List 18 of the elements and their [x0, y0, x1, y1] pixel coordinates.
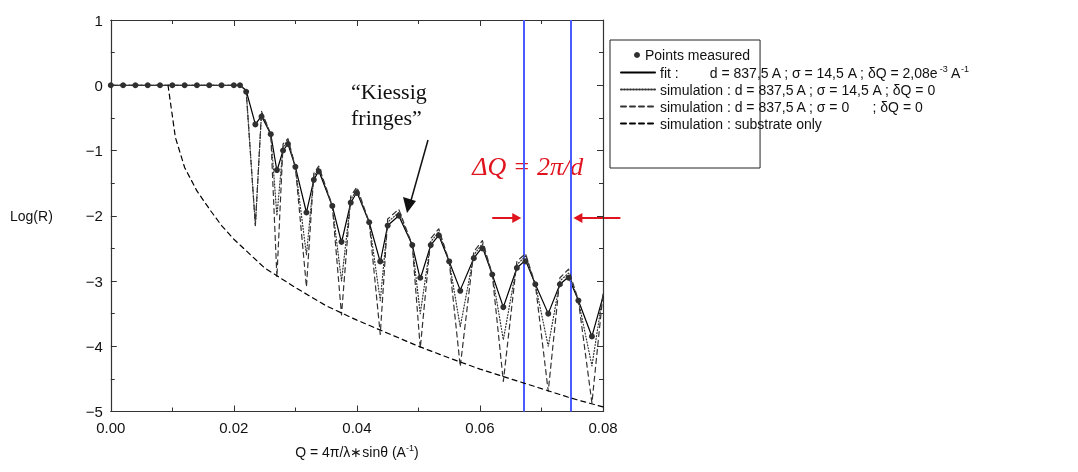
y-tick-label: 1 [94, 11, 103, 29]
y-tick-label: −3 [85, 272, 103, 290]
legend-label: simulation : d = 837,5 A ; σ = 0 ; δQ = 0 [660, 98, 923, 115]
x-tick-label: 0.08 [588, 418, 618, 436]
x-tick-label: 0.02 [219, 418, 249, 436]
x-tick-label: 0.06 [465, 418, 495, 436]
annotation: “Kiessig fringes” [351, 78, 433, 130]
y-tick-label: −5 [85, 403, 103, 420]
x-tick-label: 0.04 [342, 418, 372, 436]
legend-label: simulation : substrate only [660, 115, 822, 132]
y-tick-label: 0 [94, 76, 103, 94]
x-tick-label: 0.00 [96, 418, 126, 436]
legend-label: simulation : d = 837,5 A ; σ = 14,5 A ; δQ = 0 [660, 81, 936, 98]
y-tick-label: −4 [85, 337, 103, 355]
y-tick-label: −2 [85, 207, 103, 225]
y-axis-title: Log(R) [10, 207, 53, 224]
legend-label: Points measured [645, 47, 751, 63]
y-tick-label: −1 [85, 142, 103, 159]
